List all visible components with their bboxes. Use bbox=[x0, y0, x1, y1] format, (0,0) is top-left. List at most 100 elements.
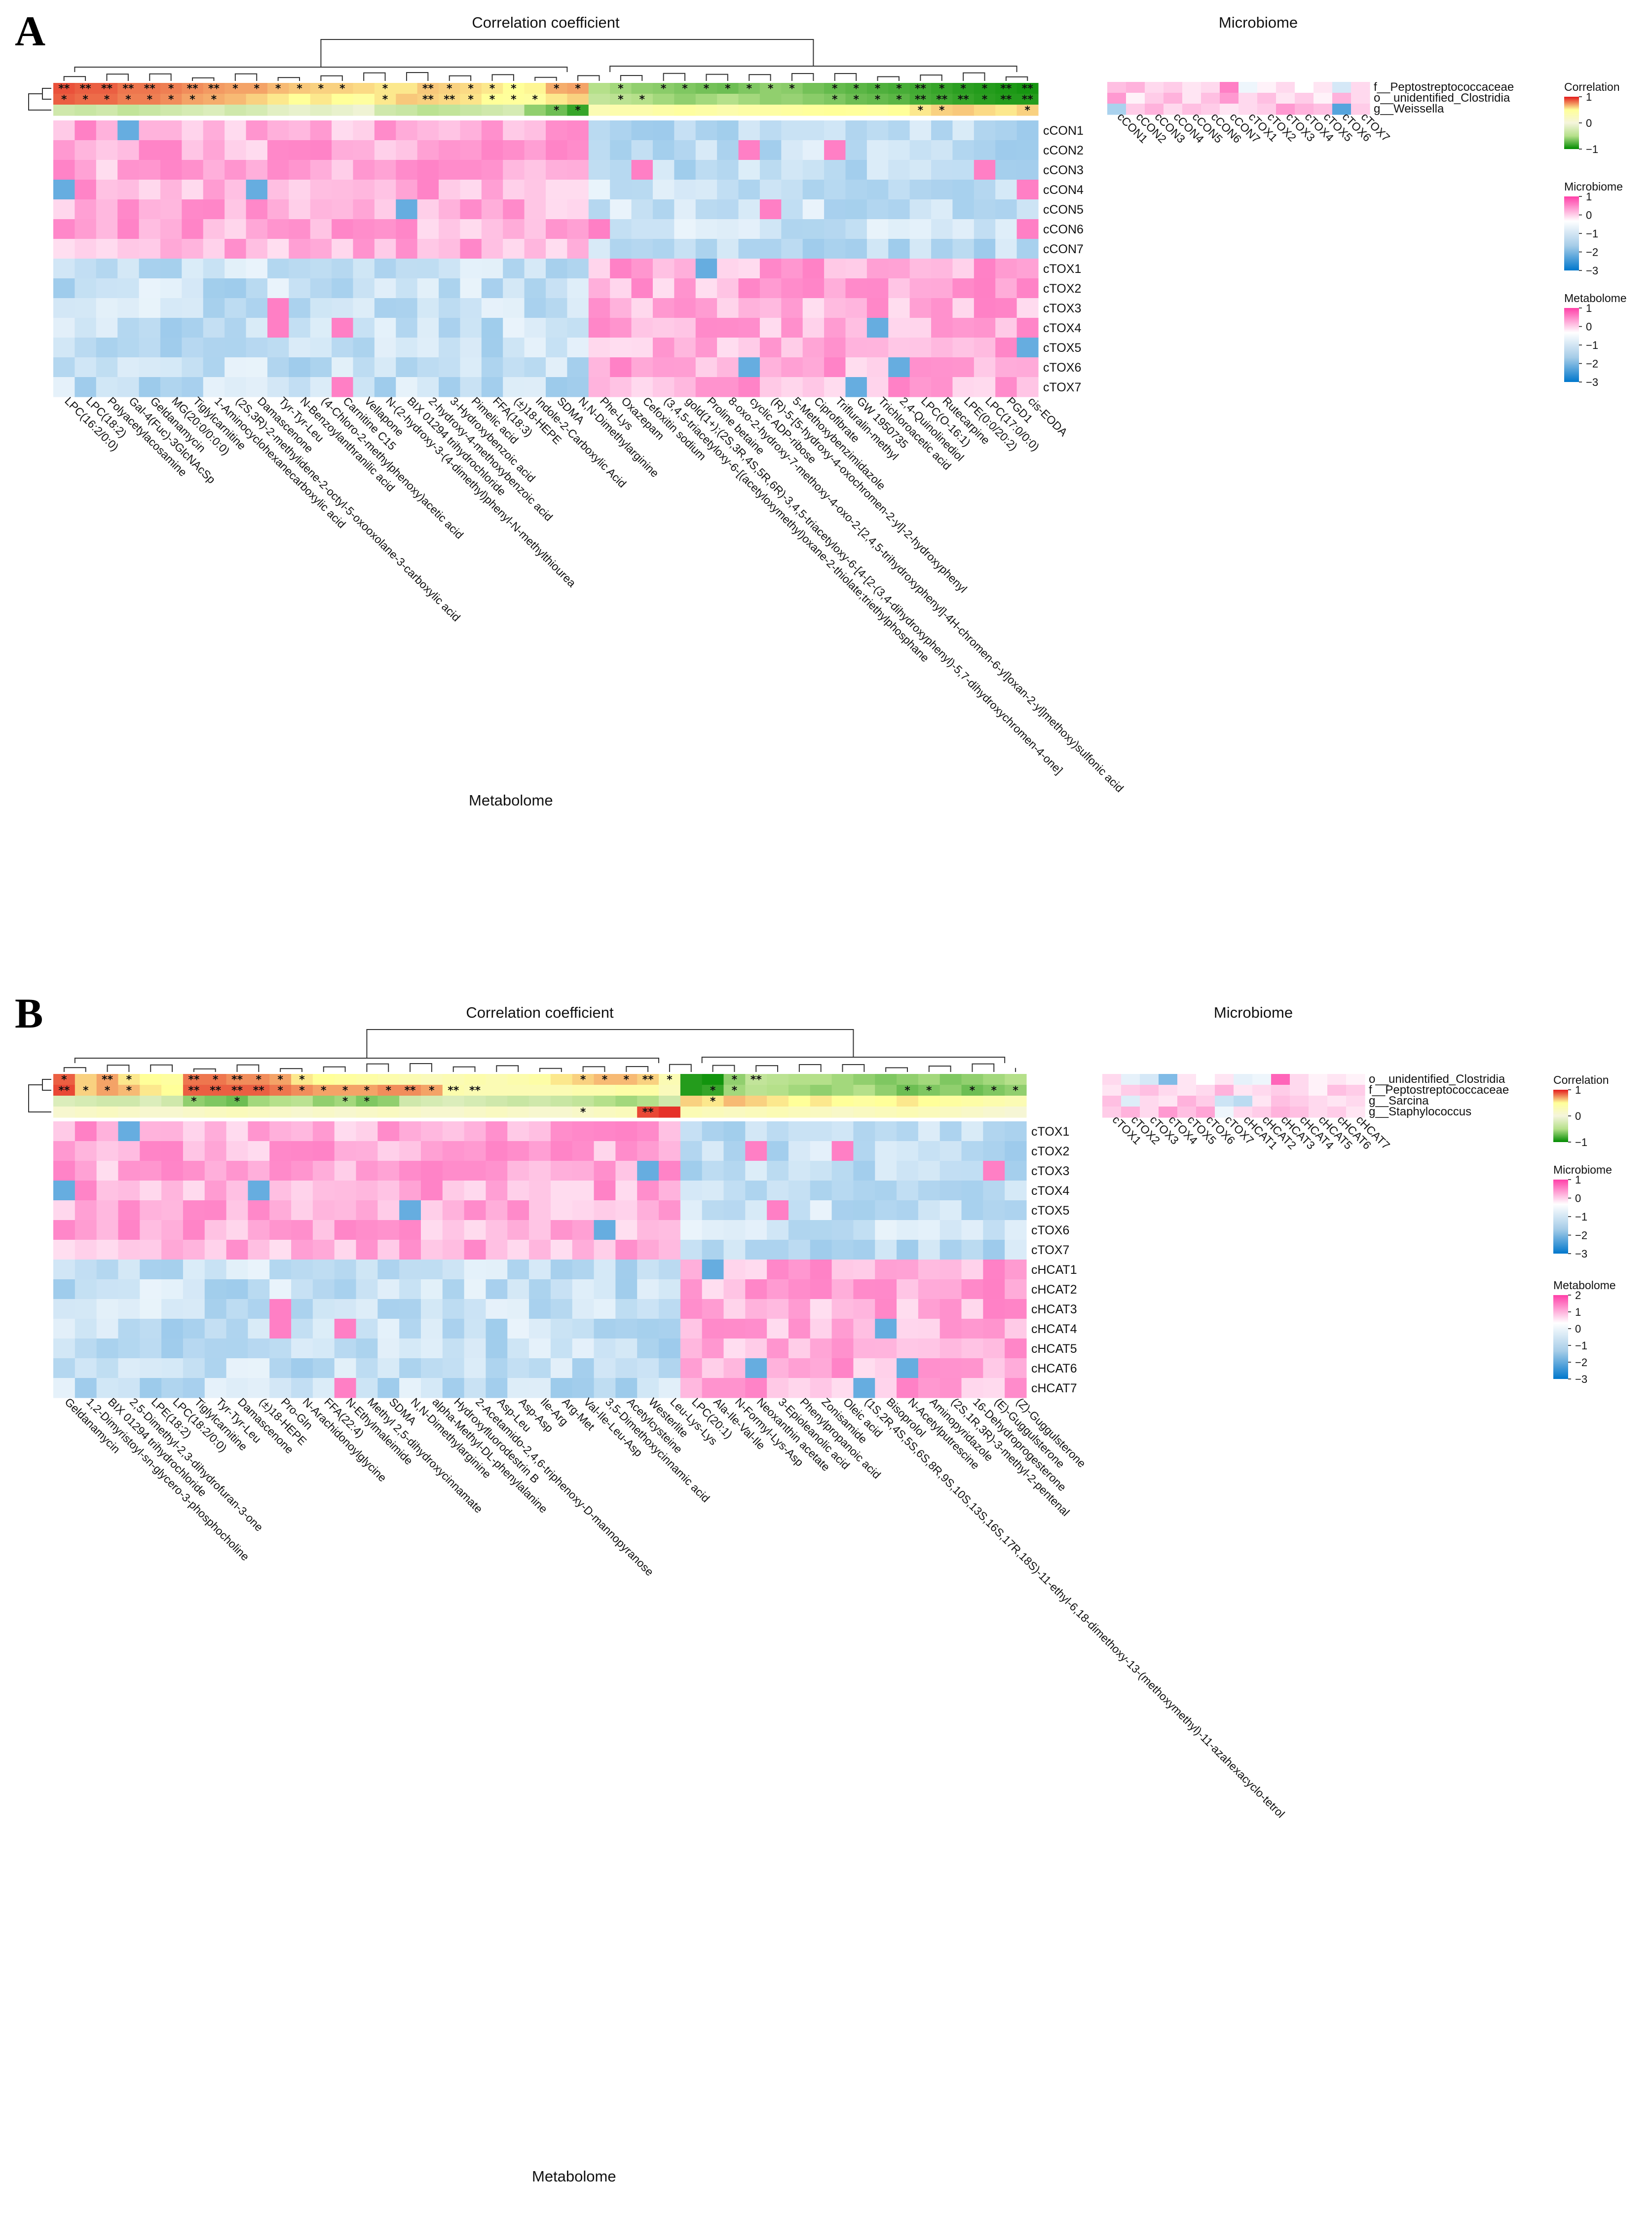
legend-colorbar bbox=[1553, 1180, 1568, 1254]
legend-tick-label: 1 bbox=[1586, 91, 1592, 103]
corr-cell bbox=[269, 1107, 292, 1118]
metabolome-cell bbox=[312, 1240, 335, 1260]
metabolome-cell bbox=[312, 1299, 335, 1319]
metabolome-cell bbox=[810, 1200, 832, 1221]
metabolome-cell bbox=[161, 1200, 184, 1221]
corr-cell bbox=[118, 1085, 140, 1096]
significance-star: * bbox=[580, 1074, 586, 1086]
dendrogram-leaf-link bbox=[663, 73, 686, 81]
significance-star: * bbox=[125, 94, 131, 106]
metabolome-cell bbox=[312, 1358, 335, 1378]
corr-cell bbox=[702, 1096, 724, 1107]
corr-cell bbox=[788, 1107, 811, 1118]
metabolome-cell bbox=[759, 298, 782, 318]
metabolome-cell bbox=[289, 318, 311, 338]
metabolome-cell bbox=[546, 338, 567, 358]
metabolome-cell bbox=[759, 160, 782, 180]
corr-cell bbox=[204, 1107, 227, 1118]
legend-tick-label: 0 bbox=[1575, 1110, 1581, 1122]
metabolome-cell bbox=[160, 239, 182, 259]
metabolome-cell bbox=[118, 1378, 140, 1398]
corr-cell bbox=[918, 1074, 940, 1085]
corr-cell bbox=[460, 94, 482, 105]
metabolome-cell bbox=[524, 239, 546, 259]
metabolome-cell bbox=[831, 1220, 854, 1240]
metabolome-cell bbox=[745, 1121, 767, 1142]
metabolome-cell bbox=[717, 219, 739, 239]
metabolome-cell bbox=[334, 1240, 357, 1260]
dendrogram-leaf-link bbox=[63, 76, 86, 81]
microbiome-cell bbox=[1201, 93, 1220, 104]
metabolome-cell bbox=[225, 298, 247, 318]
corr-cell bbox=[161, 1096, 184, 1107]
metabolome-cell bbox=[637, 1299, 659, 1319]
metabolome-cell bbox=[439, 318, 461, 338]
metabolome-cell bbox=[53, 1240, 75, 1260]
metabolome-cell bbox=[464, 1121, 487, 1142]
significance-star: ** bbox=[122, 83, 134, 95]
metabolome-cell bbox=[931, 298, 953, 318]
corr-cell bbox=[738, 83, 760, 94]
metabolome-cell bbox=[995, 318, 1017, 338]
metabolome-cell bbox=[831, 1260, 854, 1280]
metabolome-cell bbox=[524, 338, 546, 358]
corr-cell bbox=[637, 1085, 659, 1096]
corr-cell bbox=[546, 94, 567, 105]
metabolome-cell bbox=[759, 318, 782, 338]
metabolome-cell bbox=[983, 1260, 1005, 1280]
metabolome-cell bbox=[507, 1279, 529, 1300]
metabolome-cell bbox=[866, 278, 889, 299]
metabolome-cell bbox=[659, 1260, 681, 1280]
metabolome-cell bbox=[289, 199, 311, 220]
metabolome-cell bbox=[745, 1240, 767, 1260]
metabolome-cell bbox=[983, 1279, 1005, 1300]
microbiome-cell bbox=[1276, 93, 1295, 104]
corr-cell bbox=[160, 94, 182, 105]
corr-cell bbox=[356, 1085, 378, 1096]
metabolome-cell bbox=[810, 1220, 832, 1240]
metabolome-cell bbox=[374, 199, 396, 220]
metabolome-cell bbox=[909, 160, 932, 180]
column-dendrogram bbox=[63, 1029, 1016, 1072]
corr-cell bbox=[637, 1074, 659, 1085]
microbiome-cell bbox=[1252, 1085, 1272, 1096]
corr-cell bbox=[464, 1107, 487, 1118]
metabolome-cell bbox=[139, 199, 161, 220]
metabolome-cell bbox=[75, 377, 97, 397]
metabolome-cell bbox=[659, 1299, 681, 1319]
metabolome-cell bbox=[267, 160, 289, 180]
metabolome-cell bbox=[831, 1121, 854, 1142]
corr-cell bbox=[659, 1107, 681, 1118]
corr-cell bbox=[546, 83, 567, 94]
corr-cell bbox=[788, 1085, 811, 1096]
corr-cell bbox=[503, 83, 525, 94]
corr-cell bbox=[866, 94, 889, 105]
metabolome-cell bbox=[652, 180, 675, 200]
metabolome-cell bbox=[652, 377, 675, 397]
metabolome-cell bbox=[695, 160, 717, 180]
metabolome-cell bbox=[204, 1220, 227, 1240]
metabolome-cell bbox=[399, 1279, 421, 1300]
sample-row-label: cCON5 bbox=[1043, 203, 1084, 217]
metabolome-cell bbox=[546, 377, 567, 397]
metabolome-cell bbox=[53, 120, 75, 141]
dendrogram-leaf-link bbox=[366, 1063, 389, 1072]
metabolome-cell bbox=[183, 1338, 205, 1359]
metabolome-cell bbox=[875, 1121, 897, 1142]
metabolome-cell bbox=[486, 1200, 508, 1221]
metabolome-cell bbox=[588, 120, 610, 141]
metabolome-cell bbox=[399, 1358, 421, 1378]
metabolome-cell bbox=[745, 1260, 767, 1280]
metabolome-cell bbox=[269, 1260, 292, 1280]
corr-cell bbox=[442, 1085, 465, 1096]
corr-cell bbox=[486, 1074, 508, 1085]
metabolome-cell bbox=[204, 1319, 227, 1339]
metabolome-cell bbox=[759, 239, 782, 259]
metabolome-cell bbox=[334, 1279, 357, 1300]
corr-cell bbox=[594, 1107, 616, 1118]
corr-cell bbox=[767, 1074, 789, 1085]
metabolome-cell bbox=[269, 1121, 292, 1142]
sample-row-label: cHCAT6 bbox=[1031, 1362, 1077, 1376]
microbiome-cell bbox=[1107, 82, 1126, 93]
metabolome-cell bbox=[939, 1181, 962, 1201]
